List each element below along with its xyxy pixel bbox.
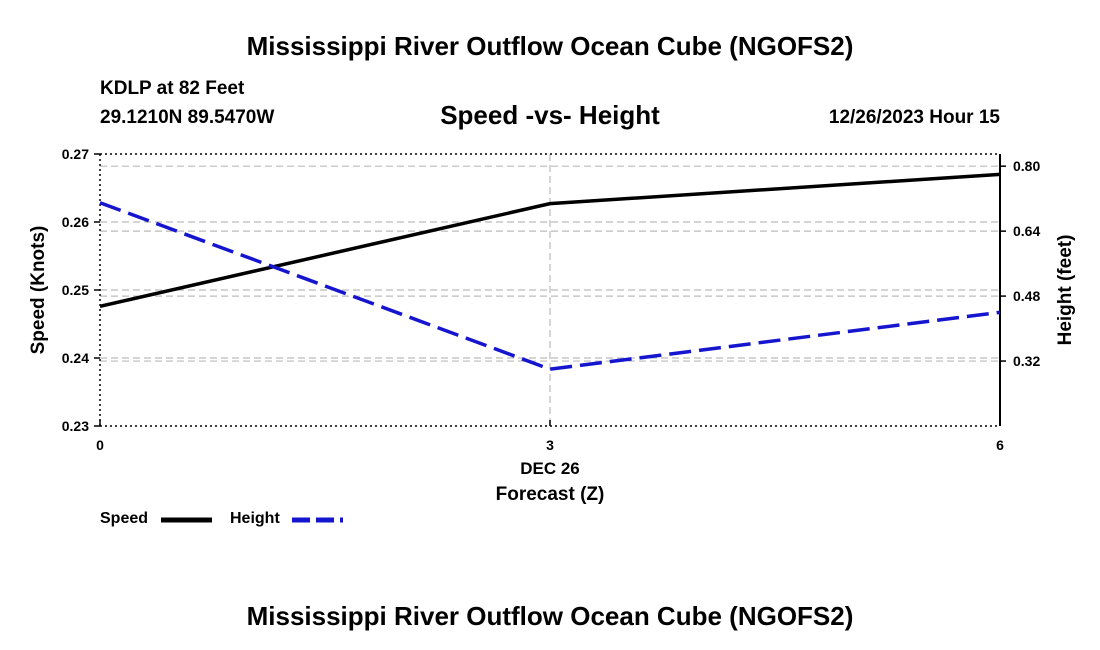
legend-height-label: Height xyxy=(230,510,280,527)
x-date-label: DEC 26 xyxy=(520,459,580,478)
chart-title: Mississippi River Outflow Ocean Cube (NG… xyxy=(246,31,854,61)
y-left-tick-label: 0.24 xyxy=(62,350,89,366)
x-axis-title: Forecast (Z) xyxy=(496,484,605,505)
x-tick-label: 0 xyxy=(96,437,104,453)
y-right-tick-label: 0.48 xyxy=(1013,288,1040,304)
legend-speed-label: Speed xyxy=(100,510,149,527)
y-right-tick-label: 0.80 xyxy=(1013,158,1040,174)
series-speed-line xyxy=(99,172,1001,309)
coordinates-label: 29.1210N 89.5470W xyxy=(100,107,275,128)
station-label: KDLP at 82 Feet xyxy=(100,78,245,99)
y-left-tick-label: 0.26 xyxy=(62,214,89,230)
chart-subtitle: Speed -vs- Height xyxy=(440,100,660,130)
x-tick-label: 6 xyxy=(996,437,1004,453)
y-right-tick-label: 0.64 xyxy=(1013,223,1040,239)
y-right-tick-label: 0.32 xyxy=(1013,353,1040,369)
x-tick-label: 3 xyxy=(546,437,554,453)
y-right-axis-title: Height (feet) xyxy=(1055,235,1076,346)
footer-title: Mississippi River Outflow Ocean Cube (NG… xyxy=(246,601,854,631)
y-left-tick-label: 0.27 xyxy=(62,146,89,162)
y-left-tick-label: 0.23 xyxy=(62,418,89,434)
y-left-tick-label: 0.25 xyxy=(62,282,89,298)
forecast-datetime: 12/26/2023 Hour 15 xyxy=(828,107,1000,128)
series-height-line xyxy=(99,201,1001,371)
y-left-axis-title: Speed (Knots) xyxy=(28,226,49,355)
